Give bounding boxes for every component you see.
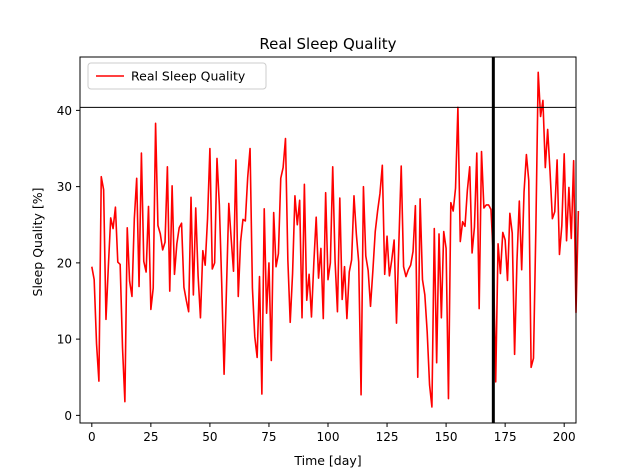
y-tick-label: 10 [57,333,72,347]
x-tick-label: 200 [553,430,576,444]
y-tick-label: 20 [57,256,72,270]
series-line-0 [91,71,580,408]
legend-box [87,62,267,90]
y-tick-label: 0 [64,409,72,423]
y-axis-label: Sleep Quality [%] [30,188,45,297]
y-tick-label: 30 [57,180,72,194]
x-tick-label: 75 [261,430,276,444]
x-tick-label: 50 [202,430,217,444]
legend: Real Sleep Quality [87,62,267,90]
x-tick-label: 175 [494,430,517,444]
chart-title: Real Sleep Quality [259,35,396,53]
x-tick-label: 25 [143,430,158,444]
y-tick-label: 40 [57,104,72,118]
x-axis-label: Time [day] [293,453,361,468]
x-tick-label: 150 [435,430,458,444]
x-tick-label: 0 [88,430,96,444]
legend-label: Real Sleep Quality [131,69,246,84]
x-tick-label: 100 [317,430,340,444]
x-tick-label: 125 [376,430,399,444]
